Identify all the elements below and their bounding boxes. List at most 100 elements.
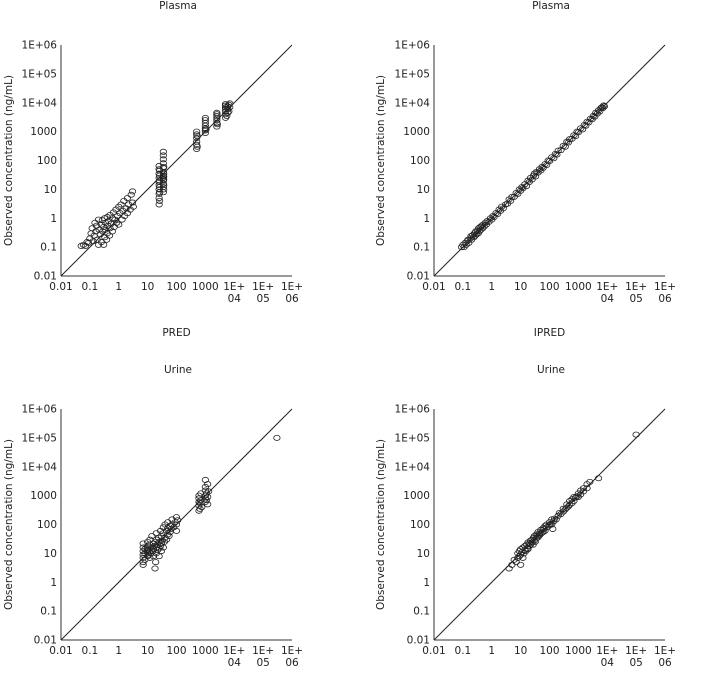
x-tick-label: 04	[228, 293, 242, 305]
x-tick-label: 0.1	[82, 281, 99, 293]
y-tick-label: 1E+04	[22, 97, 58, 109]
data-point	[148, 544, 156, 551]
x-tick-label: 05	[256, 657, 269, 669]
x-tick-label: 100	[539, 281, 559, 293]
x-tick-label: 0.01	[422, 281, 445, 293]
data-point	[226, 104, 234, 111]
x-tick-label: 100	[539, 645, 559, 657]
data-point	[552, 516, 560, 523]
y-tick-label: 100	[410, 155, 430, 167]
data-point	[600, 102, 608, 109]
data-point	[549, 525, 557, 532]
data-point	[201, 114, 209, 121]
data-point	[204, 501, 212, 508]
data-point	[201, 487, 209, 494]
data-point	[594, 475, 603, 482]
data-point	[204, 493, 212, 500]
data-point	[553, 151, 561, 158]
y-tick-label: 1E+05	[395, 432, 430, 444]
data-point	[205, 488, 213, 495]
data-point	[172, 514, 181, 521]
x-tick-label: 1E+	[223, 281, 245, 293]
x-tick-label: 0.01	[422, 645, 445, 657]
y-tick-label: 10	[44, 184, 57, 196]
x-tick-label: 1000	[565, 645, 592, 657]
data-point	[579, 488, 588, 495]
data-point	[106, 225, 114, 232]
x-tick-label: 1	[488, 281, 495, 293]
data-point	[193, 146, 201, 153]
data-point	[146, 554, 154, 561]
data-point	[157, 548, 166, 555]
data-point	[201, 117, 209, 124]
x-tick-label: 1	[115, 281, 122, 293]
data-point	[129, 203, 137, 210]
data-point	[196, 505, 204, 512]
x-tick-label: 04	[601, 293, 615, 305]
data-point	[510, 193, 518, 200]
x-axis-title: PRED	[162, 327, 190, 339]
chart-panel-1: Plasma0.010.111010010001E+041E+051E+060.…	[3, 0, 303, 339]
data-point	[113, 219, 121, 226]
data-point	[545, 158, 554, 165]
x-tick-label: 100	[166, 645, 186, 657]
y-tick-label: 1000	[30, 490, 57, 502]
x-tick-label: 05	[256, 293, 269, 305]
data-point	[550, 518, 558, 525]
data-point	[155, 195, 163, 202]
y-tick-label: 1000	[30, 126, 57, 138]
data-point	[128, 199, 137, 206]
y-tick-label: 0.1	[413, 606, 430, 618]
data-point	[172, 521, 181, 528]
data-point	[564, 503, 572, 510]
data-point	[480, 223, 488, 230]
data-point	[519, 185, 527, 192]
y-tick-label: 0.01	[34, 271, 57, 283]
data-point	[583, 485, 591, 492]
y-tick-label: 0.1	[40, 242, 57, 254]
y-tick-label: 100	[410, 519, 430, 531]
x-tick-label: 0.1	[455, 281, 472, 293]
data-point	[226, 100, 234, 107]
data-point	[570, 493, 578, 500]
y-tick-label: 1	[50, 577, 57, 589]
x-tick-label: 04	[601, 657, 615, 669]
data-point	[490, 214, 498, 221]
x-tick-label: 0.1	[455, 645, 472, 657]
y-tick-label: 10	[417, 184, 430, 196]
data-point	[530, 170, 539, 177]
data-point	[159, 148, 167, 155]
x-tick-label: 06	[285, 293, 299, 305]
y-tick-label: 1	[423, 577, 430, 589]
data-point	[570, 498, 578, 505]
chart-panel-2: Plasma0.010.111010010001E+041E+051E+060.…	[375, 0, 676, 339]
chart-panel-3: Urine0.010.111010010001E+041E+051E+060.0…	[3, 364, 303, 692]
data-point	[213, 117, 221, 124]
x-tick-label: 0.01	[49, 281, 72, 293]
data-point	[128, 188, 137, 195]
data-point	[586, 478, 594, 485]
data-point	[196, 500, 204, 507]
data-point	[84, 239, 93, 246]
data-point	[160, 186, 168, 193]
data-point	[213, 123, 221, 130]
data-point	[174, 517, 182, 524]
x-tick-label: 06	[658, 293, 672, 305]
data-point	[160, 163, 168, 170]
data-point	[151, 565, 159, 572]
data-point	[273, 434, 281, 441]
y-tick-label: 1E+04	[395, 97, 431, 109]
x-tick-label: 10	[514, 645, 527, 657]
data-point	[145, 551, 153, 558]
data-point	[539, 164, 547, 171]
chart-panel-4: Urine0.010.111010010001E+041E+051E+060.0…	[375, 364, 676, 692]
data-point	[574, 129, 582, 136]
data-point	[202, 497, 211, 504]
y-tick-label: 10	[417, 548, 430, 560]
data-point	[573, 493, 581, 500]
data-point	[519, 554, 527, 561]
data-point	[101, 226, 110, 233]
data-point	[193, 133, 201, 140]
x-tick-label: 0.01	[49, 645, 72, 657]
